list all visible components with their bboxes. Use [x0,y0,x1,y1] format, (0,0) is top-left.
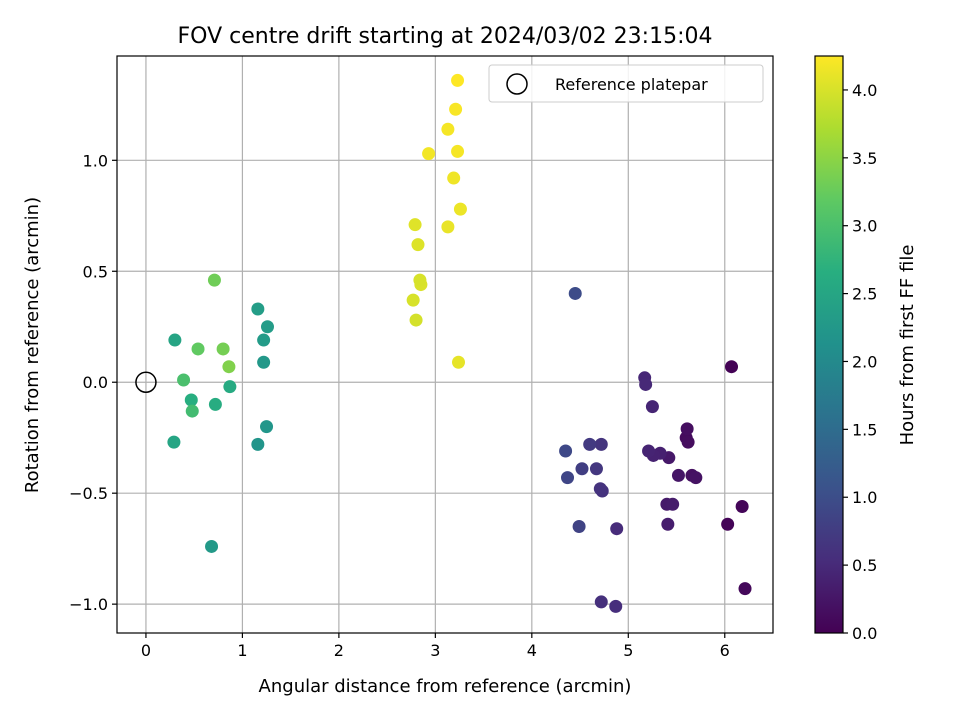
colorbar-tick-label: 0.0 [852,624,877,643]
data-point [449,102,463,116]
plot-frame [116,55,774,634]
data-point [671,468,685,482]
colorbar-tick-label: 3.0 [852,217,877,236]
legend-reference-marker [506,73,528,95]
colorbar-tick-label: 3.5 [852,149,877,168]
data-point [725,360,739,374]
data-point [260,320,274,334]
data-point [216,342,230,356]
data-point [593,482,607,496]
data-point [251,437,265,451]
data-point [735,500,749,514]
data-point [222,360,236,374]
data-point [451,144,465,158]
data-point [639,377,653,391]
chart-title: FOV centre drift starting at 2024/03/02 … [178,24,713,49]
data-point [610,522,624,536]
reference-platepar-marker [135,371,157,393]
grid-layer [117,56,773,633]
colorbar-gradient [814,55,844,634]
data-point [559,444,573,458]
data-point [406,293,420,307]
data-point [257,355,271,369]
data-point [447,171,461,185]
y-axis-label: Rotation from reference (arcmin) [22,197,43,493]
data-point [408,218,422,232]
data-point [681,435,695,449]
data-point [413,273,427,287]
colorbar-tick-label: 4.0 [852,81,877,100]
y-tick-label: −1.0 [69,595,108,614]
colorbar-ticks: 0.0 0.5 1.0 1.5 2.0 2.5 3.0 3.5 4.0 [843,81,877,643]
points-layer [135,73,752,613]
y-axis-ticks: −1.0 −0.5 0.0 0.5 1.0 [69,151,117,614]
y-tick-label: 1.0 [83,151,108,170]
legend: Reference platepar [488,64,764,103]
data-point [441,220,455,234]
data-point [184,393,198,407]
y-tick-label: −0.5 [69,484,108,503]
data-point [572,519,586,533]
data-point [594,437,608,451]
data-point [642,444,656,458]
data-point [738,582,752,596]
data-point [409,313,423,327]
x-tick-label: 4 [527,641,537,660]
x-axis-ticks: 0 1 2 3 4 5 6 [141,633,730,660]
data-point [207,273,221,287]
data-point [441,122,455,136]
data-point [561,471,575,485]
x-tick-label: 3 [430,641,440,660]
data-point [568,286,582,300]
data-point [575,462,589,476]
legend-entry-reference: Reference platepar [555,75,708,94]
data-point [721,517,735,531]
data-point [661,517,675,531]
y-tick-label: 0.0 [83,373,108,392]
colorbar-tick-label: 0.5 [852,556,877,575]
colorbar-tick-label: 1.5 [852,420,877,439]
x-tick-label: 6 [720,641,730,660]
data-point [185,404,199,418]
data-point [583,437,597,451]
colorbar-label: Hours from first FF file [897,245,918,446]
data-point [451,73,465,87]
data-point [257,333,271,347]
y-tick-label: 0.5 [83,262,108,281]
legend-box [488,64,764,103]
data-point [260,420,274,434]
data-point [689,471,703,485]
colorbar-tick-label: 1.0 [852,488,877,507]
data-point [223,380,237,394]
colorbar-tick-label: 2.5 [852,285,877,304]
x-axis-label: Angular distance from reference (arcmin) [259,676,632,697]
data-point [645,400,659,414]
data-point [594,595,608,609]
data-point [666,497,680,511]
data-point [452,355,466,369]
x-tick-label: 0 [141,641,151,660]
data-point [411,238,425,252]
data-point [589,462,603,476]
data-point [177,373,191,387]
data-point [205,539,219,553]
data-point [251,302,265,316]
x-tick-label: 5 [623,641,633,660]
colorbar-tick-label: 2.0 [852,352,877,371]
data-point [422,147,436,161]
data-point [609,599,623,613]
data-point [168,333,182,347]
x-tick-label: 2 [334,641,344,660]
data-point [191,342,205,356]
data-point [208,397,222,411]
x-tick-label: 1 [237,641,247,660]
colorbar: 0.0 0.5 1.0 1.5 2.0 2.5 3.0 3.5 4.0 Hours from f… [814,55,918,643]
data-point [680,422,694,436]
data-point [167,435,181,449]
data-point [453,202,467,216]
